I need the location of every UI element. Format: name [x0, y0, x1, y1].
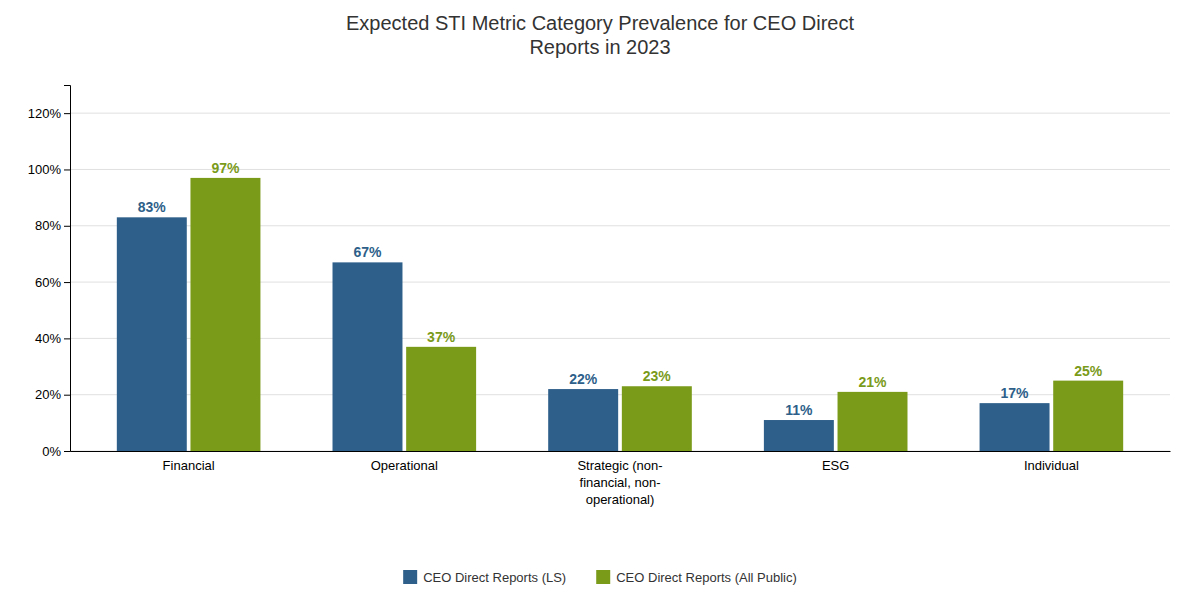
grid-line [70, 113, 1170, 114]
y-tick: 100% [28, 162, 70, 177]
plot: 0% 20% 40% 60% 80% 100% 120% 83% 67% 22% 11% 17% 97%… [28, 86, 1171, 508]
bar [622, 386, 692, 451]
bars [117, 178, 1123, 451]
data-label: 97% [211, 160, 240, 176]
title: Expected STI Metric Category Prevalence … [346, 12, 854, 58]
data-label: 67% [353, 244, 382, 260]
x-tick-label: Strategic (non-financial, non-operationa… [577, 458, 662, 507]
x-tick: Strategic (non-financial, non-operationa… [577, 451, 662, 507]
y-tick-label: 80% [35, 218, 61, 233]
y-tick-mark [64, 282, 70, 283]
y-tick-mark [64, 226, 70, 227]
bar [190, 178, 260, 451]
bar [980, 403, 1050, 451]
x-tick: Individual [1024, 451, 1079, 473]
bar [764, 420, 834, 451]
x-tick-label: Individual [1024, 458, 1079, 473]
legend-label: CEO Direct Reports (LS) [423, 570, 566, 585]
chart: Expected STI Metric Category Prevalence … [0, 0, 1200, 601]
bar [548, 389, 618, 451]
y-tick-label: 20% [35, 387, 61, 402]
legend-label: CEO Direct Reports (All Public) [616, 570, 797, 585]
x-tick-label: ESG [822, 458, 849, 473]
data-label: 17% [1001, 385, 1030, 401]
x-tick: Financial [163, 451, 215, 473]
y-axis-line [64, 86, 71, 452]
y-tick: 80% [35, 218, 70, 233]
y-tick: 20% [35, 387, 70, 402]
x-axis: Financial Operational Strategic (non-finan… [71, 451, 1171, 507]
y-tick: 60% [35, 275, 70, 290]
y-tick-mark [64, 338, 70, 339]
legend: CEO Direct Reports (LS) CEO Direct Report… [403, 570, 797, 585]
x-tick: Operational [371, 451, 438, 473]
data-labels: 83% 67% 22% 11% 17% 97% 37% 23% 21% 25% [138, 160, 1103, 418]
x-tick-label: Financial [163, 458, 215, 473]
data-label: 23% [643, 368, 672, 384]
legend-item: CEO Direct Reports (LS) [403, 570, 566, 585]
y-tick-label: 120% [28, 106, 62, 121]
legend-item: CEO Direct Reports (All Public) [596, 570, 797, 585]
x-tick: ESG [822, 451, 849, 473]
y-tick-mark [64, 169, 70, 170]
grid [70, 113, 1170, 451]
y-axis: 0% 20% 40% 60% 80% 100% 120% [28, 86, 71, 459]
bar [838, 392, 908, 451]
bar [333, 262, 403, 451]
series-bars [190, 178, 1123, 451]
data-label: 25% [1074, 363, 1103, 379]
data-label: 37% [427, 329, 456, 345]
y-tick-mark [64, 451, 70, 452]
bar [406, 347, 476, 451]
x-tick-label: Operational [371, 458, 438, 473]
data-label: 21% [858, 374, 887, 390]
y-tick-label: 40% [35, 331, 61, 346]
y-tick: 120% [28, 106, 70, 121]
bar [117, 217, 187, 451]
y-tick-mark [64, 395, 70, 396]
y-tick-label: 0% [42, 444, 61, 459]
data-label: 83% [138, 199, 167, 215]
legend-swatch [596, 570, 610, 584]
y-tick-label: 100% [28, 162, 62, 177]
data-label: 11% [785, 402, 813, 418]
y-tick: 0% [42, 444, 70, 459]
bar [1053, 381, 1123, 451]
legend-swatch [403, 570, 417, 584]
y-tick-label: 60% [35, 275, 61, 290]
y-tick: 40% [35, 331, 70, 346]
y-tick-mark [64, 113, 70, 114]
data-label: 22% [569, 371, 598, 387]
x-axis-line [71, 451, 1171, 452]
